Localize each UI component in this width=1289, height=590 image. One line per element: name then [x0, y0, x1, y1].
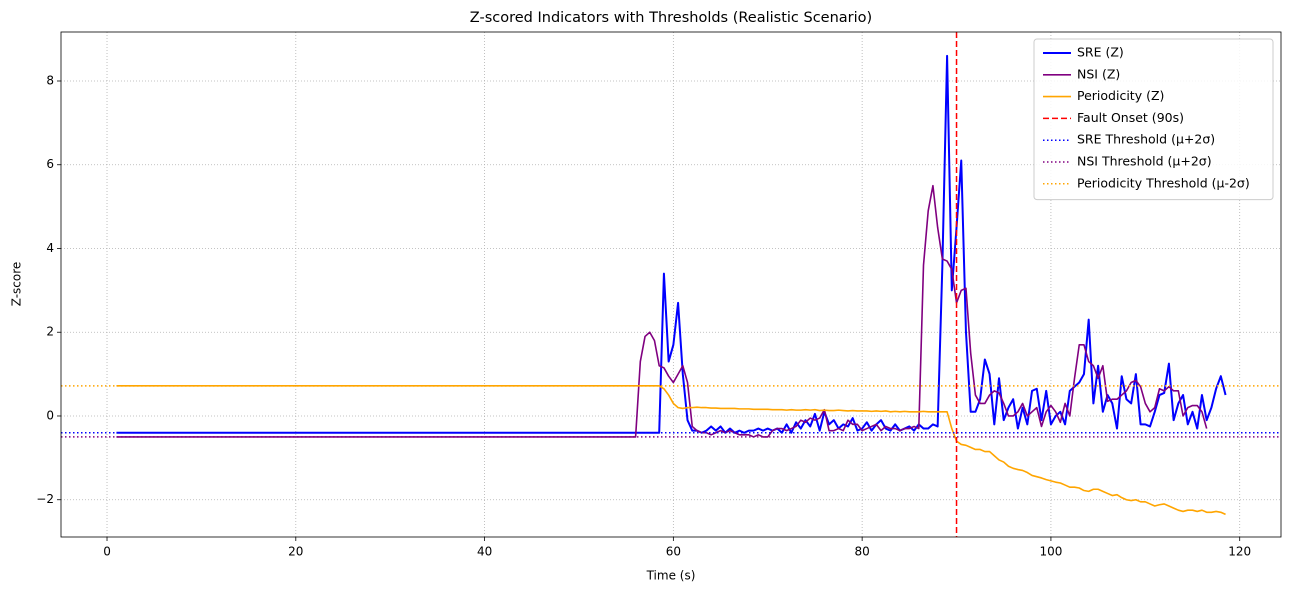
y-tick-label: 4 — [46, 241, 54, 255]
legend-label: NSI (Z) — [1077, 66, 1120, 81]
chart-title: Z-scored Indicators with Thresholds (Rea… — [470, 10, 872, 26]
x-tick-label: 100 — [1039, 545, 1062, 559]
x-tick-label: 120 — [1228, 545, 1251, 559]
y-tick-label: −2 — [36, 492, 54, 506]
y-tick-label: 6 — [46, 157, 54, 171]
legend-label: Fault Onset (90s) — [1077, 110, 1184, 125]
y-axis-label: Z-score — [10, 262, 24, 307]
y-tick-label: 2 — [46, 325, 54, 339]
x-tick-label: 20 — [288, 545, 303, 559]
legend-label: NSI Threshold (μ+2σ) — [1077, 154, 1212, 169]
series-line — [116, 385, 1226, 516]
legend-label: SRE (Z) — [1077, 45, 1124, 60]
series-line — [116, 184, 1208, 438]
x-tick-label: 40 — [477, 545, 492, 559]
legend-label: Periodicity Threshold (μ-2σ) — [1077, 175, 1250, 190]
legend-label: Periodicity (Z) — [1077, 88, 1164, 103]
legend-label: SRE Threshold (μ+2σ) — [1077, 132, 1215, 147]
x-tick-label: 0 — [103, 545, 111, 559]
legend-box — [1033, 38, 1274, 201]
plot-area — [61, 32, 1281, 537]
x-tick-label: 60 — [666, 545, 681, 559]
y-tick-label: 8 — [46, 73, 54, 87]
y-tick-label: 0 — [46, 408, 54, 422]
x-axis-label: Time (s) — [646, 569, 696, 583]
plot-frame — [60, 31, 1282, 538]
x-tick-label: 80 — [855, 545, 870, 559]
series-line — [116, 54, 1227, 434]
